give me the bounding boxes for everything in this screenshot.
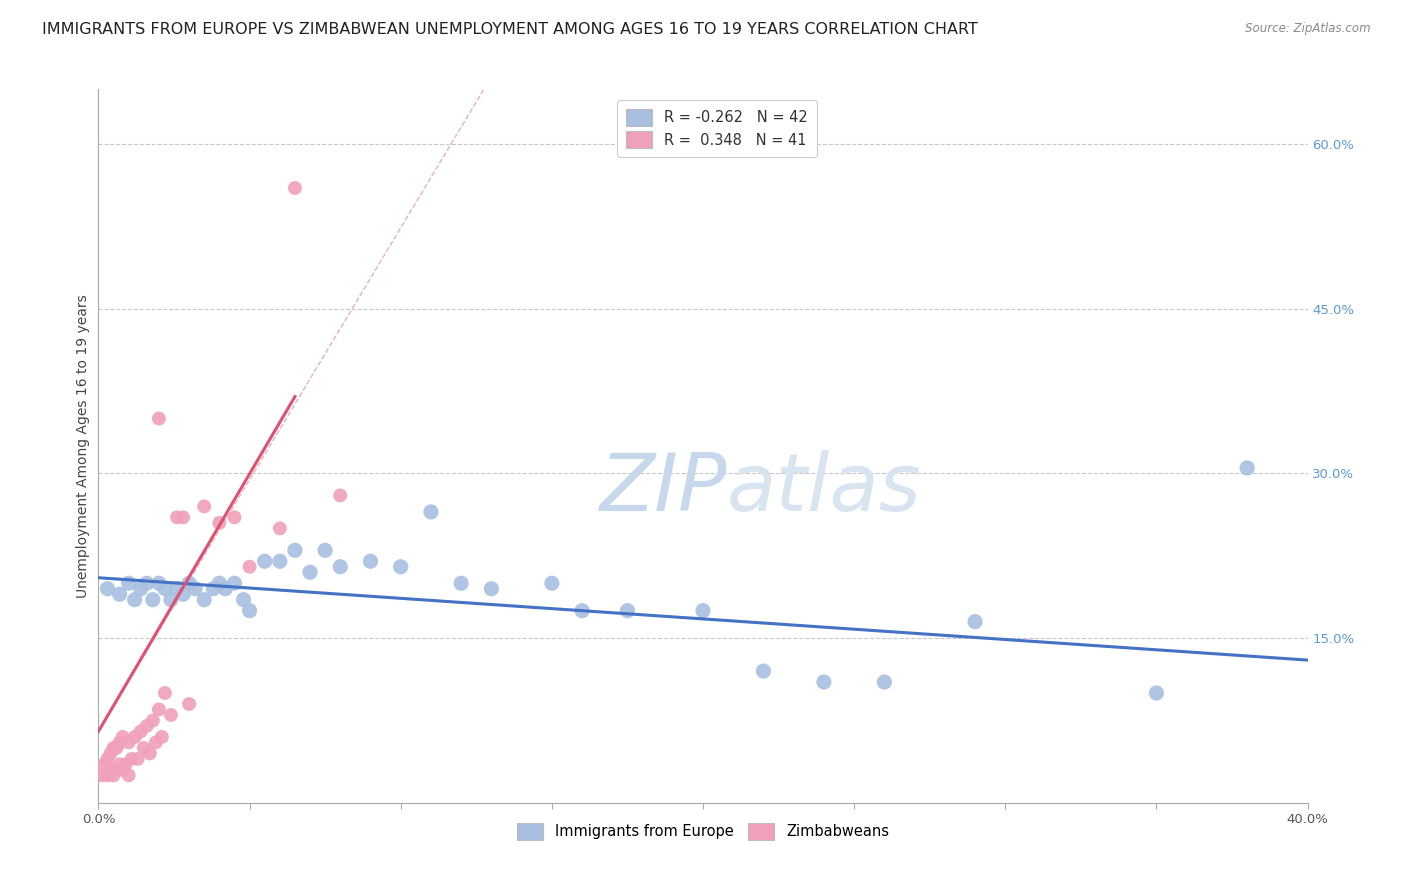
Point [172,587,194,601]
Point [314,543,336,558]
Point [105,740,128,755]
Point [232,592,254,607]
Point [873,675,896,690]
Point [124,592,146,607]
Point [389,559,412,574]
Point [420,505,443,519]
Point [450,576,472,591]
Point [202,582,225,596]
Point [965,615,987,629]
Point [571,604,593,618]
Point [239,604,262,618]
Point [108,757,131,772]
Point [150,730,173,744]
Point [253,554,276,568]
Point [129,582,152,596]
Point [135,719,157,733]
Point [269,521,291,535]
Point [96,752,118,766]
Point [224,510,246,524]
Point [224,576,246,591]
Point [184,582,207,596]
Point [132,740,155,755]
Point [481,582,503,596]
Point [129,724,152,739]
Point [103,740,125,755]
Point [114,757,136,772]
Point [692,604,714,618]
Point [148,576,170,591]
Point [111,730,134,744]
Point [90,768,112,782]
Text: IMMIGRANTS FROM EUROPE VS ZIMBABWEAN UNEMPLOYMENT AMONG AGES 16 TO 19 YEARS CORR: IMMIGRANTS FROM EUROPE VS ZIMBABWEAN UNE… [42,22,979,37]
Point [208,576,231,591]
Point [214,582,236,596]
Point [329,488,352,502]
Point [193,592,215,607]
Point [96,582,118,596]
Point [118,735,141,749]
Point [127,752,149,766]
Point [105,763,128,777]
Point [153,582,176,596]
Point [172,510,194,524]
Point [124,730,146,744]
Point [208,516,231,530]
Text: ZIP: ZIP [600,450,727,528]
Point [1144,686,1167,700]
Point [111,763,134,777]
Point [269,554,291,568]
Point [93,757,115,772]
Point [145,735,167,749]
Point [616,604,638,618]
Point [121,752,143,766]
Point [179,697,201,711]
Point [142,592,165,607]
Point [1236,461,1258,475]
Point [179,576,201,591]
Point [239,559,262,574]
Point [100,763,122,777]
Point [153,686,176,700]
Point [160,708,183,723]
Point [299,566,322,580]
Point [118,576,141,591]
Point [148,702,170,716]
Text: Source: ZipAtlas.com: Source: ZipAtlas.com [1246,22,1371,36]
Point [148,411,170,425]
Point [166,582,188,596]
Point [360,554,382,568]
Point [100,747,122,761]
Point [108,735,131,749]
Point [752,664,775,678]
Point [193,500,215,514]
Point [135,576,157,591]
Point [284,181,307,195]
Point [160,592,183,607]
Point [142,714,165,728]
Point [329,559,352,574]
Text: atlas: atlas [727,450,922,528]
Point [139,747,162,761]
Point [118,768,141,782]
Point [284,543,307,558]
Point [108,587,131,601]
Point [103,768,125,782]
Point [813,675,835,690]
Y-axis label: Unemployment Among Ages 16 to 19 years: Unemployment Among Ages 16 to 19 years [76,294,90,598]
Point [540,576,562,591]
Point [166,510,188,524]
Point [96,768,118,782]
Legend: Immigrants from Europe, Zimbabweans: Immigrants from Europe, Zimbabweans [512,817,894,846]
